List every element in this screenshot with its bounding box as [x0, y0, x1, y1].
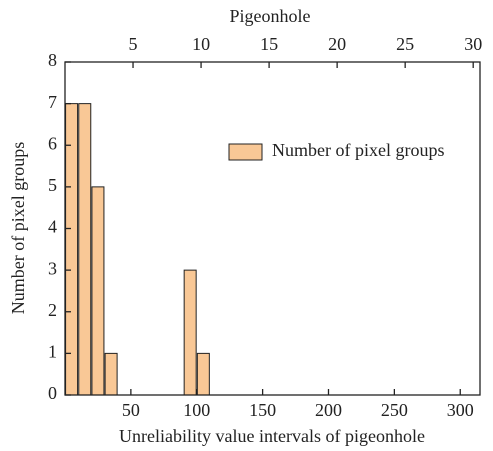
bar: [65, 103, 79, 396]
top-tick-label: 15: [260, 34, 278, 54]
x-tick-label: 300: [447, 400, 474, 420]
bar: [183, 269, 197, 396]
x-tick-label: 100: [183, 400, 210, 420]
bar: [104, 352, 118, 396]
top-tick-label: 10: [192, 34, 210, 54]
bar: [78, 103, 92, 396]
x-tick-label: 50: [122, 400, 140, 420]
legend-swatch: [228, 143, 263, 161]
top-axis-label: Pigeonhole: [230, 6, 311, 26]
y-tick-label: 4: [48, 217, 57, 237]
top-tick-label: 25: [396, 34, 414, 54]
x-tick-label: 250: [381, 400, 408, 420]
bar: [196, 352, 210, 396]
x-tick-label: 150: [249, 400, 276, 420]
top-tick-label: 30: [464, 34, 482, 54]
top-tick-label: 20: [328, 34, 346, 54]
y-tick-label: 3: [48, 258, 57, 278]
y-tick-label: 6: [48, 133, 57, 153]
y-tick-label: 2: [48, 300, 57, 320]
y-tick-label: 1: [48, 342, 57, 362]
plot-frame: [64, 61, 481, 396]
y-tick-label: 5: [48, 175, 57, 195]
y-axis-label: Number of pixel groups: [8, 142, 28, 314]
y-tick-label: 8: [48, 50, 57, 70]
y-tick-label: 7: [48, 92, 57, 112]
x-axis-label: Unreliability value intervals of pigeonh…: [119, 426, 425, 446]
y-tick-label: 0: [48, 383, 57, 403]
bar: [91, 186, 105, 396]
x-tick-label: 200: [315, 400, 342, 420]
top-tick-label: 5: [129, 34, 138, 54]
legend-label: Number of pixel groups: [272, 140, 444, 160]
